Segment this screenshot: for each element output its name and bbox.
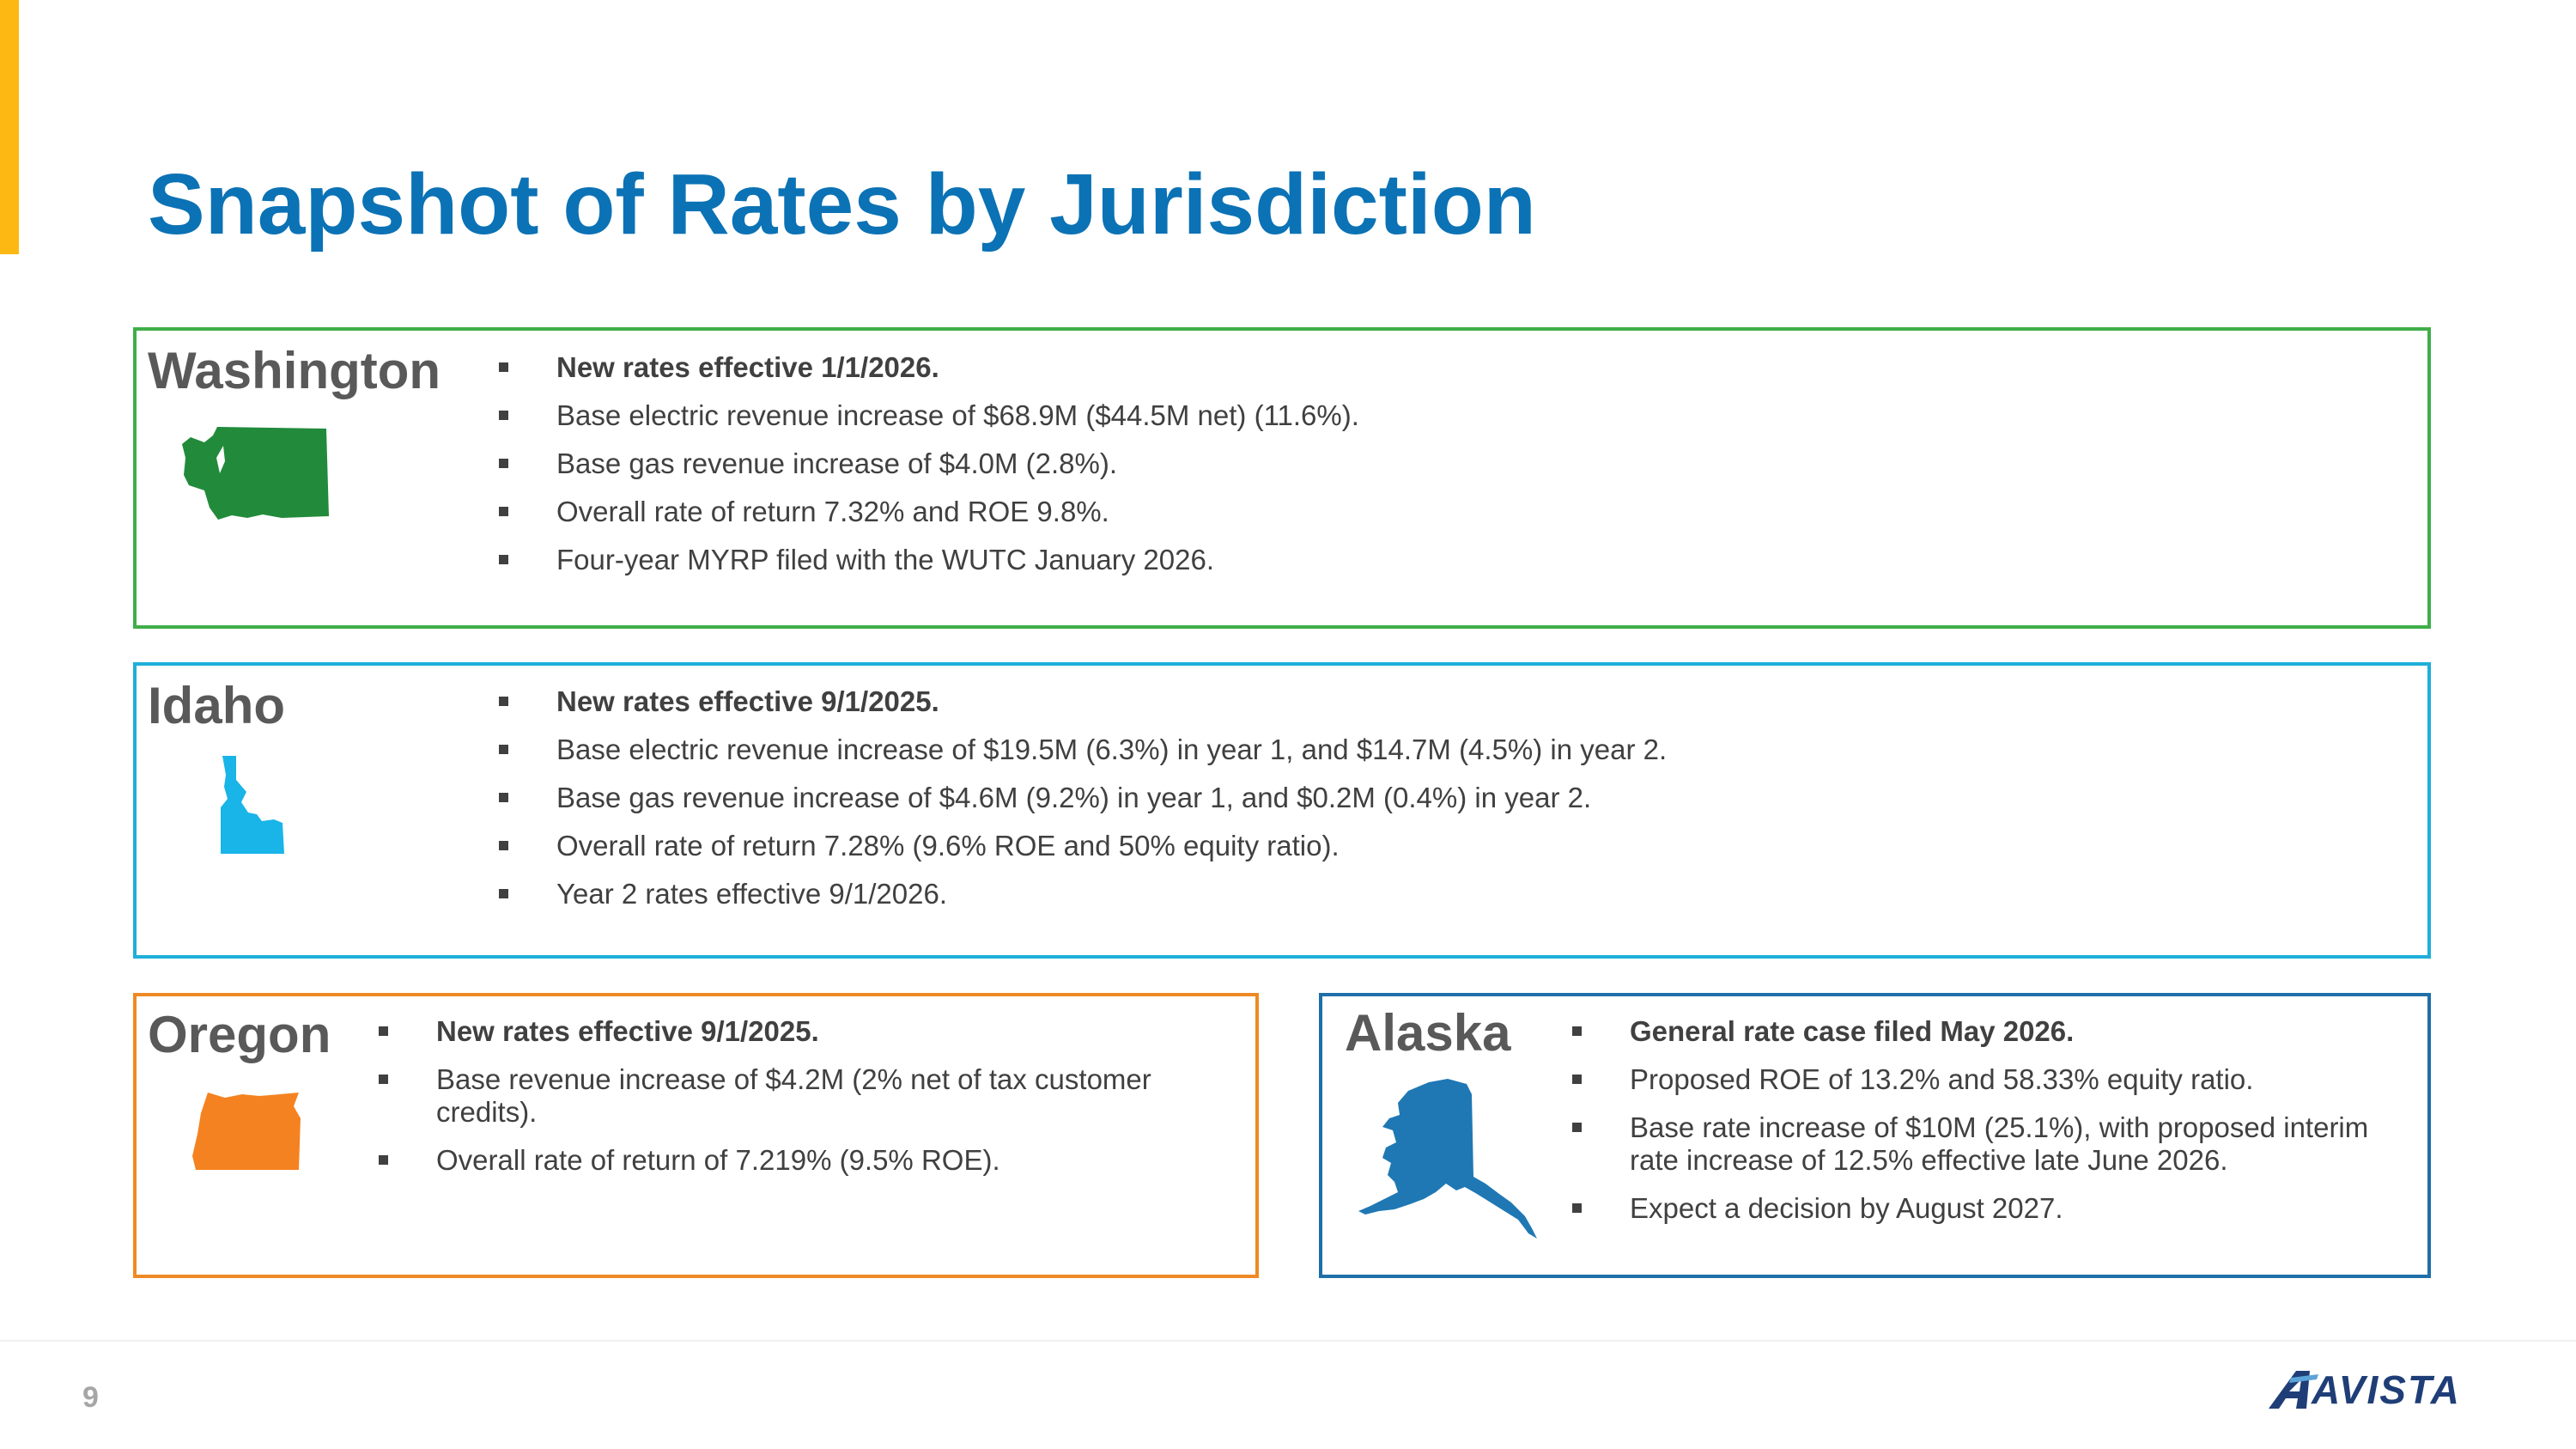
list-item: Base revenue increase of $4.2M (2% net o… [376,1063,1218,1129]
list-item: Year 2 rates effective 9/1/2026. [496,878,2385,910]
footer-divider [0,1340,2576,1342]
alaska-panel [1319,993,2431,1278]
list-item: Proposed ROE of 13.2% and 58.33% equity … [1570,1063,2411,1096]
oregon-state-map-icon [192,1093,301,1170]
list-item: Four-year MYRP filed with the WUTC Janua… [496,544,2385,576]
logo-mark-icon [2269,1371,2318,1409]
washington-heading: Washington [148,342,441,399]
oregon-bullets: New rates effective 9/1/2025. Base reven… [376,1015,1218,1192]
list-item: Overall rate of return 7.32% and ROE 9.8… [496,496,2385,528]
page-title: Snapshot of Rates by Jurisdiction [148,156,1536,253]
logo-wordmark: AVISTA [2312,1367,2461,1412]
alaska-state-map-icon [1358,1079,1537,1239]
alaska-heading: Alaska [1345,1004,1511,1062]
oregon-panel [133,993,1259,1278]
washington-panel [133,327,2431,629]
list-item: Expect a decision by August 2027. [1570,1192,2411,1225]
list-item: Base rate increase of $10M (25.1%), with… [1570,1111,2411,1177]
list-item: Overall rate of return of 7.219% (9.5% R… [376,1144,1218,1177]
list-item: New rates effective 9/1/2025. [376,1015,1218,1048]
washington-state-map-icon [182,427,329,520]
avista-logo: AVISTA [2267,1364,2477,1416]
list-item: Base gas revenue increase of $4.0M (2.8%… [496,447,2385,480]
list-item: New rates effective 1/1/2026. [496,351,2385,384]
washington-bullets: New rates effective 1/1/2026. Base elect… [496,351,2385,592]
page-number: 9 [82,1381,99,1414]
alaska-bullets: General rate case filed May 2026. Propos… [1570,1015,2411,1240]
idaho-bullets: New rates effective 9/1/2025. Base elect… [496,685,2385,926]
idaho-state-map-icon [221,756,284,854]
list-item: Base gas revenue increase of $4.6M (9.2%… [496,782,2385,814]
list-item: Overall rate of return 7.28% (9.6% ROE a… [496,830,2385,862]
idaho-heading: Idaho [148,677,285,734]
list-item: General rate case filed May 2026. [1570,1015,2411,1048]
list-item: Base electric revenue increase of $68.9M… [496,399,2385,432]
list-item: Base electric revenue increase of $19.5M… [496,734,2385,766]
accent-bar [0,0,19,254]
idaho-panel [133,662,2431,959]
oregon-heading: Oregon [148,1006,331,1063]
list-item: New rates effective 9/1/2025. [496,685,2385,718]
